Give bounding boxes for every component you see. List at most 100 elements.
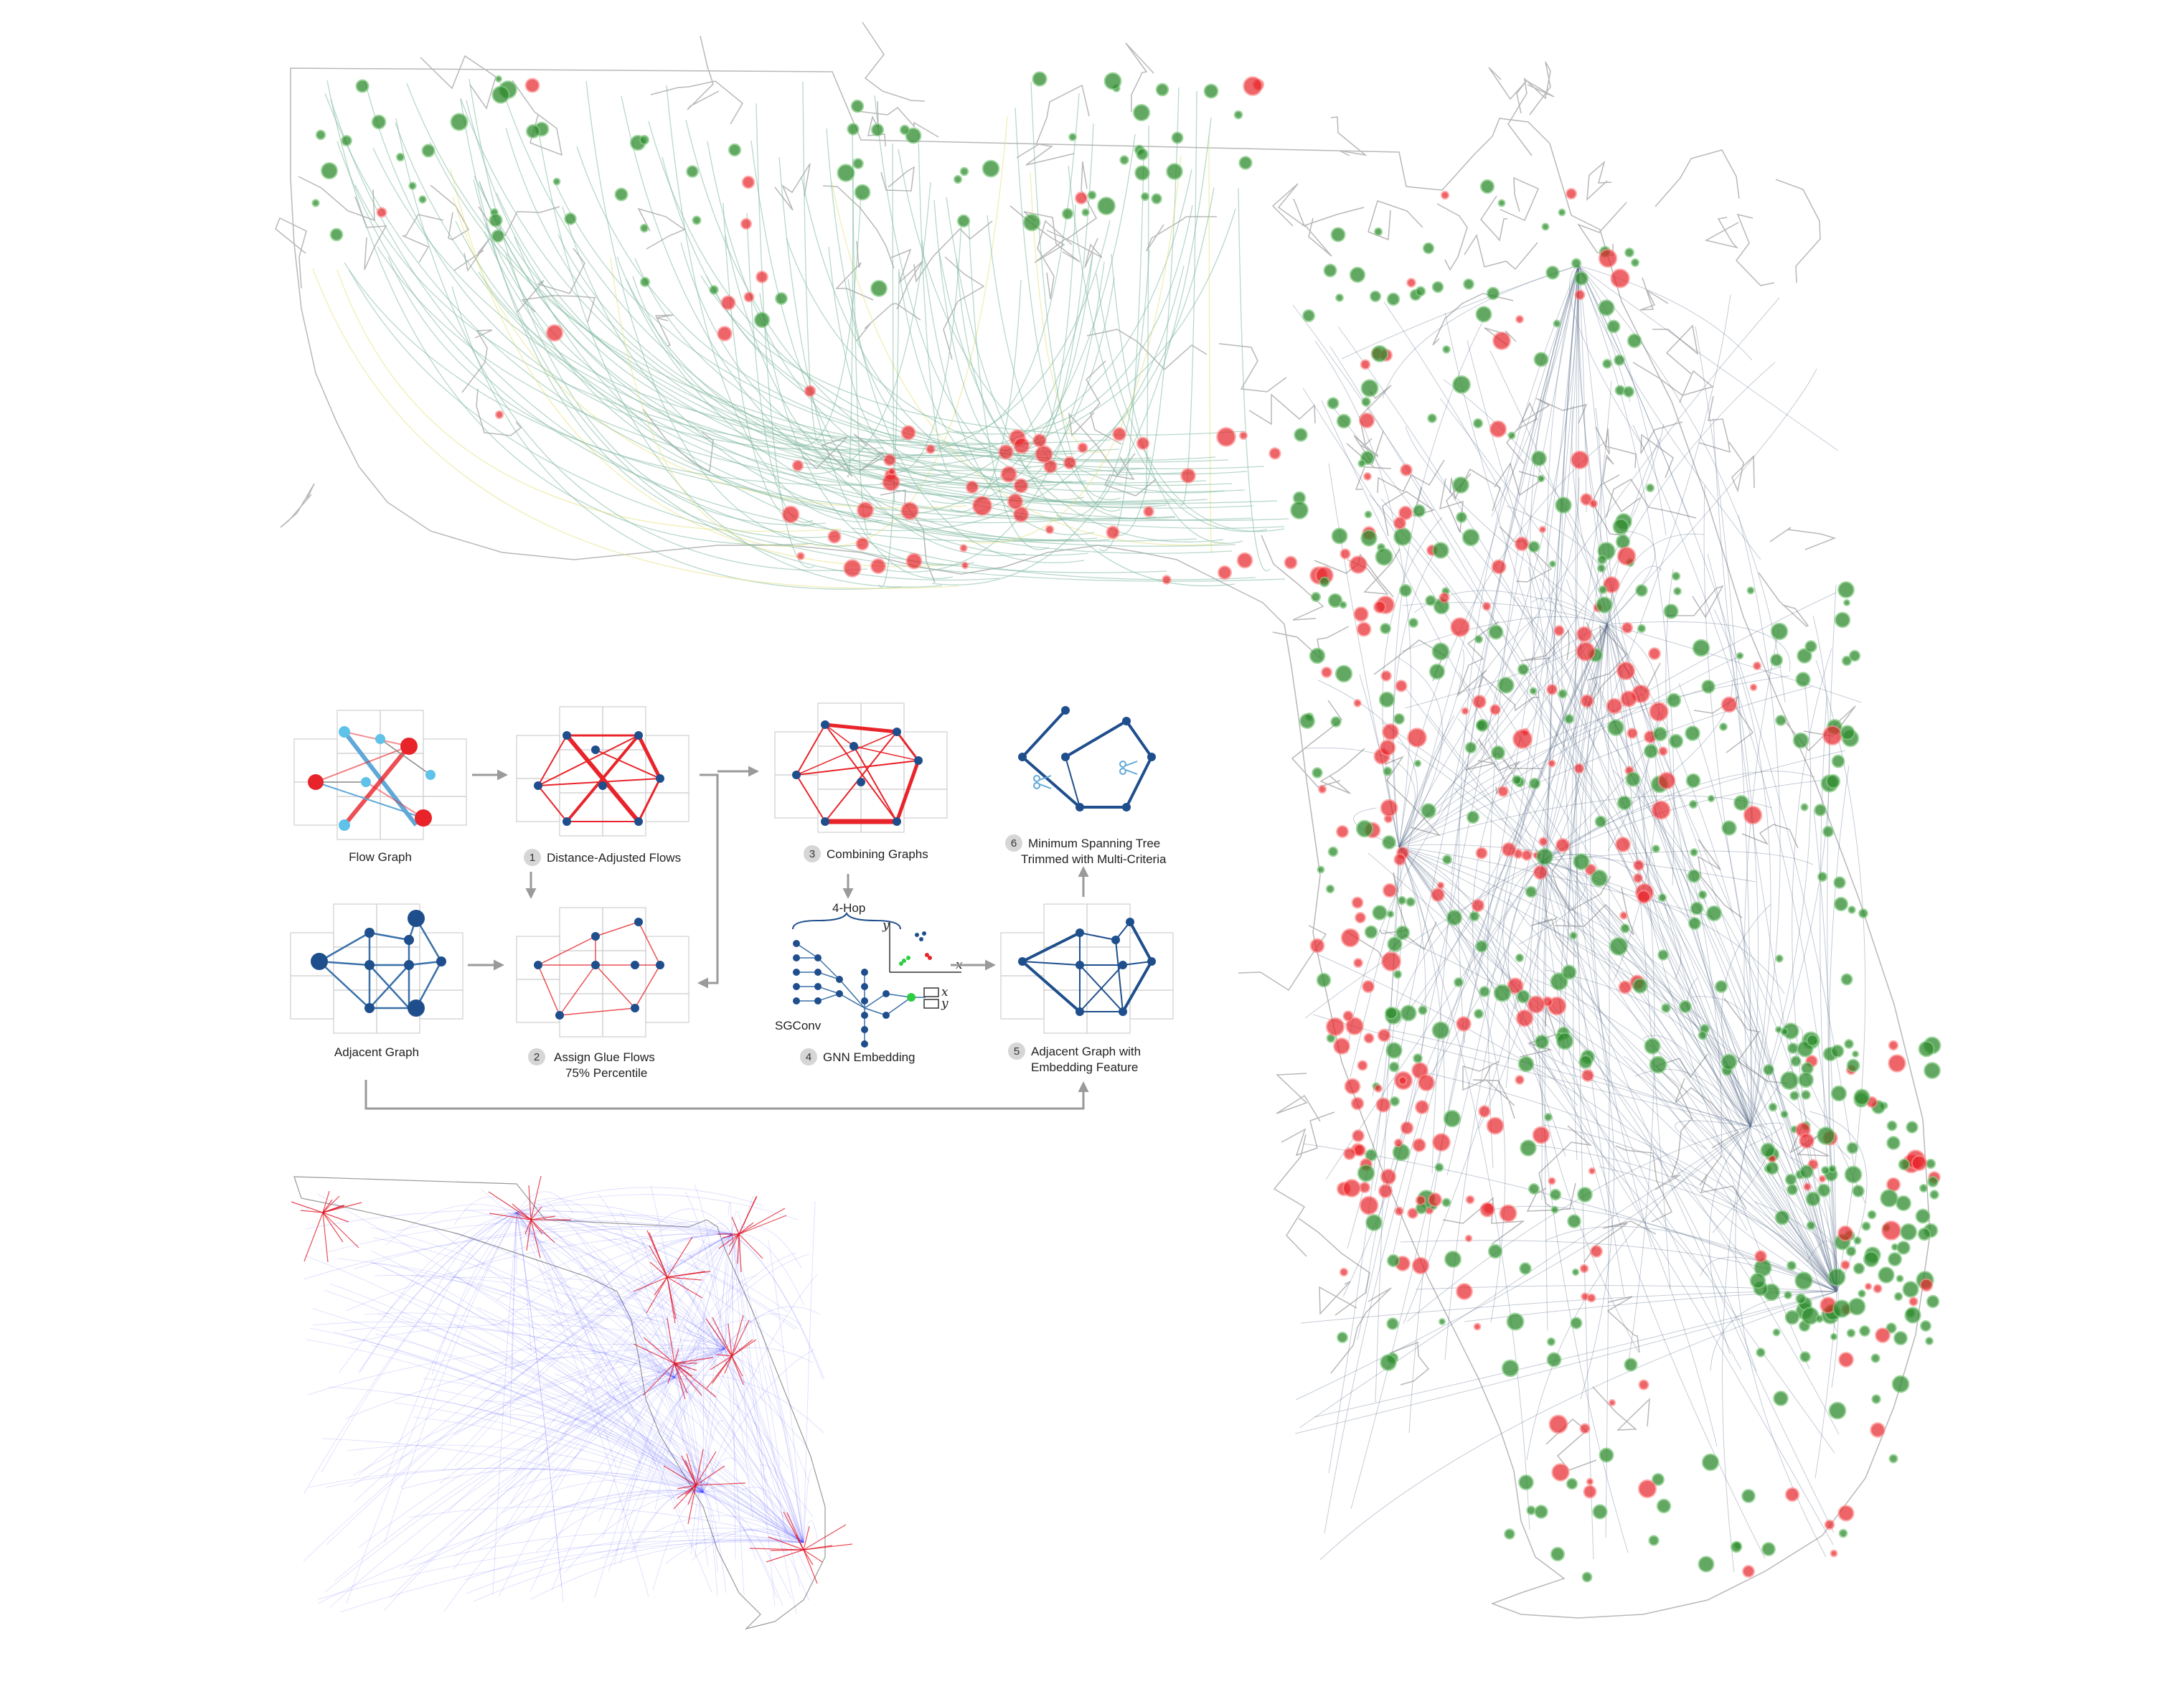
red-node	[1482, 601, 1492, 611]
inset-red-flow	[674, 1363, 717, 1398]
inset-flow-curve	[542, 1278, 725, 1350]
green-node	[1773, 1391, 1789, 1406]
green-node	[1736, 651, 1744, 660]
flow-curve	[1478, 860, 1544, 1129]
inset-red-flow	[738, 1215, 787, 1235]
panhandle-flow-curve	[1030, 81, 1121, 512]
step-4-number: 4	[806, 1051, 811, 1063]
inset-flow-curve	[312, 1321, 675, 1378]
red-node	[1648, 647, 1661, 660]
county-boundary	[913, 220, 993, 283]
green-node	[1406, 897, 1416, 907]
flow-curve	[1612, 769, 1837, 1292]
flow-curve	[1568, 265, 1645, 450]
inset-red-flow	[291, 1201, 324, 1213]
inset-flow-curve	[359, 1212, 517, 1373]
inset-flow-curve	[516, 1212, 712, 1593]
inset-flow-curve	[478, 1490, 704, 1551]
gnn-panel: 4-Hop x y	[775, 901, 963, 1065]
green-node	[1597, 555, 1607, 565]
green-node	[1775, 954, 1784, 963]
red-node	[1501, 842, 1517, 857]
green-node	[1852, 1185, 1865, 1198]
adjacent-embedding-label-2: Embedding Feature	[1031, 1060, 1138, 1074]
green-node	[315, 129, 326, 141]
green-node	[1833, 896, 1849, 912]
county-boundary	[1655, 1119, 1691, 1190]
green-node	[1789, 1091, 1799, 1101]
inset-flow-curve	[384, 1212, 517, 1543]
red-node	[1344, 1078, 1361, 1095]
green-node	[1609, 937, 1628, 956]
inset-flow-curve	[754, 1308, 804, 1543]
inset-flow-curve	[669, 1233, 733, 1377]
green-node	[1472, 418, 1484, 429]
green-node	[1555, 1032, 1574, 1050]
county-boundary	[1595, 426, 1637, 469]
scatter-y-label: y	[882, 918, 890, 933]
red-node	[900, 425, 916, 441]
green-node	[1612, 518, 1629, 535]
inset-red-flow	[803, 1525, 810, 1551]
county-boundary	[1652, 324, 1699, 375]
green-node	[1841, 655, 1853, 667]
green-node	[1171, 131, 1184, 144]
green-node	[1893, 1331, 1908, 1345]
flow-curve	[1634, 1069, 1751, 1127]
green-node	[1825, 773, 1841, 789]
green-node	[1844, 1039, 1854, 1049]
red-node	[1637, 890, 1651, 904]
green-node	[1590, 869, 1609, 888]
green-node	[1817, 1126, 1835, 1145]
red-node	[1415, 1100, 1429, 1114]
inset-flow-curve	[695, 1233, 733, 1558]
green-node	[982, 159, 1000, 178]
inset-flow-curve	[621, 1348, 725, 1514]
inset-red-flow	[488, 1191, 532, 1220]
green-node	[1896, 1274, 1904, 1283]
county-boundary	[1507, 78, 1555, 156]
inset-flow-curve	[516, 1212, 532, 1351]
inset-red-flow	[705, 1318, 733, 1357]
green-node	[1828, 1165, 1837, 1173]
green-node	[1635, 584, 1648, 597]
green-node	[1335, 293, 1344, 302]
county-boundary	[637, 207, 686, 250]
inset-flow-curve	[803, 1520, 819, 1543]
inset-flow-curve	[573, 1295, 725, 1350]
red-node	[1340, 548, 1351, 560]
inset-flow-curve	[339, 1541, 804, 1613]
red-node	[1479, 1202, 1495, 1218]
county-boundary	[1480, 195, 1507, 242]
inset-flow-curve	[674, 1377, 709, 1568]
red-node	[1356, 621, 1372, 637]
green-node	[1927, 1176, 1939, 1187]
inset-red-flow	[674, 1348, 679, 1364]
inset-flow-curve	[304, 1255, 704, 1493]
red-node	[961, 561, 969, 570]
inset-red-flow	[322, 1195, 340, 1213]
green-node	[1454, 977, 1464, 987]
flow-curve	[1571, 405, 1608, 625]
inset-flow-curve	[622, 1316, 725, 1350]
county-boundary	[1248, 393, 1316, 425]
green-node	[1068, 133, 1077, 141]
inset-flow-curve	[724, 1348, 809, 1482]
county-boundary	[1035, 84, 1090, 146]
green-node	[1081, 208, 1090, 217]
green-node	[1339, 601, 1347, 609]
green-node	[1774, 1210, 1790, 1225]
green-node	[1620, 923, 1630, 933]
flow-curve	[1542, 860, 1768, 1126]
red-node	[1870, 1422, 1886, 1438]
inset-flow-curve	[436, 1389, 804, 1543]
inset-flow-curve	[528, 1377, 675, 1523]
panhandle-flow-curve	[933, 199, 1049, 468]
inset-flow-curve	[665, 1530, 804, 1564]
flow-curve	[1606, 624, 1752, 1179]
inset-flow-curve	[409, 1492, 704, 1571]
flow-curve	[1457, 718, 1837, 1292]
inset-flow-curve	[724, 1270, 735, 1350]
green-node	[1378, 691, 1395, 708]
green-node	[1607, 719, 1624, 736]
